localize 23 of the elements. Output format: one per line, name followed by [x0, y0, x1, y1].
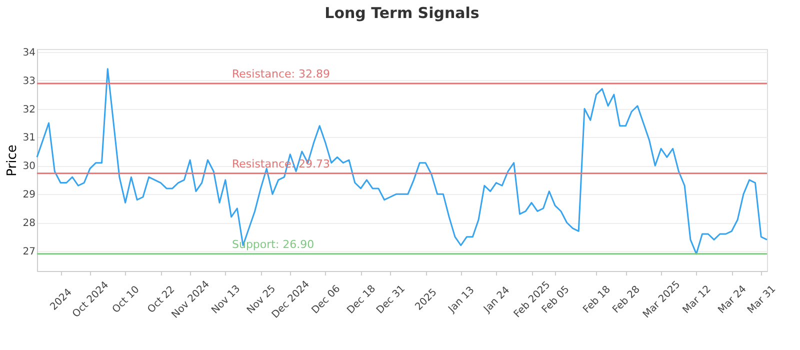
chart-title: Long Term Signals: [324, 4, 480, 22]
x-tick-label: Jan 24: [481, 284, 512, 316]
x-tick-label: Feb 18: [581, 284, 613, 316]
x-tick-label: Dec 31: [374, 283, 408, 316]
x-tick-label: Jan 13: [446, 284, 477, 316]
y-tick-label: 29: [22, 190, 36, 201]
y-tick-label: 31: [22, 132, 36, 144]
y-tick-label: 33: [22, 76, 36, 87]
y-axis-title: Price: [4, 144, 20, 176]
y-tick-label: 30: [22, 161, 36, 172]
ref-line-label: Support: 26.90: [232, 238, 314, 251]
x-tick-label: Oct 10: [110, 284, 142, 316]
y-tick-label: 27: [22, 246, 36, 258]
x-tick-label: Feb 28: [610, 284, 642, 316]
ref-line-label: Resistance: 32.89: [232, 67, 330, 80]
x-tick-label: Mar 12: [681, 284, 714, 316]
x-tick-label: Mar 31: [746, 284, 778, 316]
line-series: [36, 68, 768, 255]
x-tick-label: Dec 06: [310, 283, 343, 316]
y-tick-label: 32: [22, 104, 36, 116]
x-tick-label: Nov 13: [210, 283, 243, 316]
y-tick-label: 28: [22, 218, 36, 230]
y-tick-label: 34: [22, 47, 36, 58]
